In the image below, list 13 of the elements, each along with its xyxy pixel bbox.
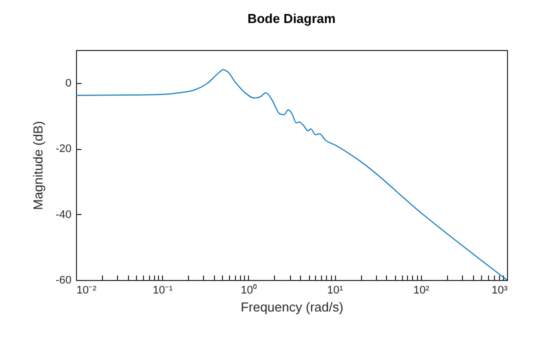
x-tick-label: 10¹	[327, 284, 344, 296]
y-tick-label: 0	[65, 77, 72, 90]
y-axis-title: Magnitude (dB)	[30, 121, 46, 210]
y-tick-label: -60	[56, 274, 72, 286]
y-tick-label: -40	[56, 208, 72, 221]
y-tick-label: -20	[56, 143, 72, 156]
x-tick-label: 10⁻¹	[152, 284, 173, 296]
x-tick-label: 10²	[413, 284, 430, 296]
x-tick-label: 10⁰	[240, 284, 258, 296]
chart-title: Bode Diagram	[247, 11, 336, 26]
x-axis-title: Frequency (rad/s)	[240, 300, 344, 314]
x-tick-label: 10³	[492, 284, 508, 296]
x-tick-label: 10⁻²	[76, 284, 97, 296]
